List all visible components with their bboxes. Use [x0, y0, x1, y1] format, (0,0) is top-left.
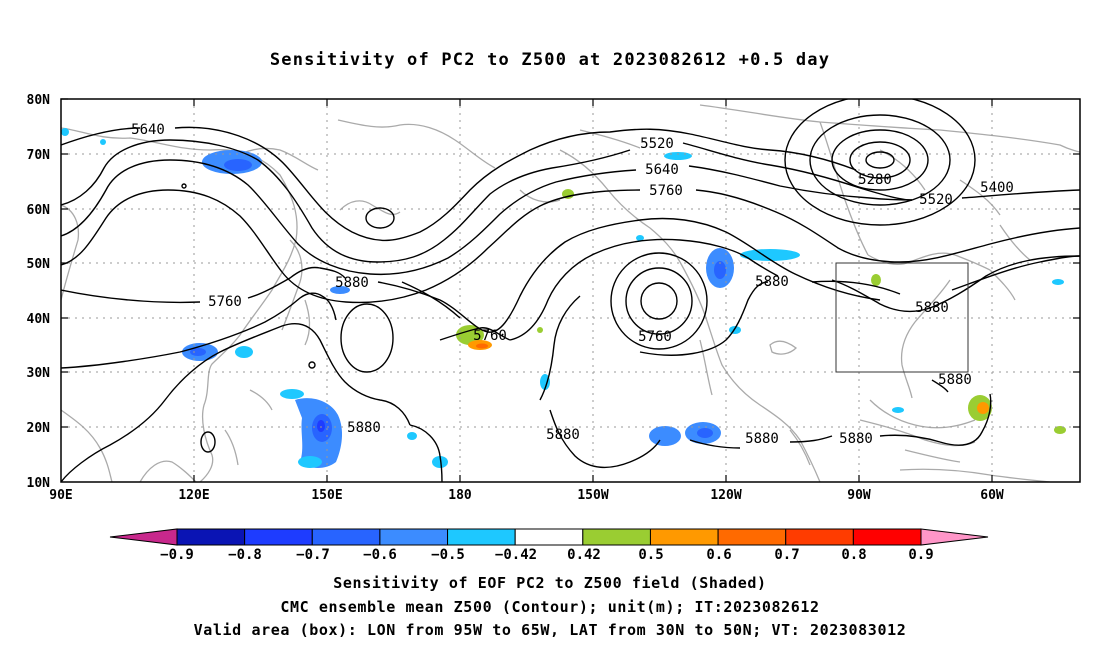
contour-label: 5880: [335, 275, 369, 291]
longitude-labels: 90E 120E 150E 180 150W 120W 90W 60W: [49, 488, 1004, 503]
colorbar-label: 0.42: [567, 547, 601, 563]
valid-area-box: [835, 262, 969, 373]
lat-label: 80N: [27, 93, 51, 108]
contour-label: 5520: [919, 192, 953, 208]
lat-label: 60N: [27, 203, 51, 218]
colorbar-label: 0.5: [638, 547, 663, 563]
lon-label: 120W: [710, 488, 741, 503]
colorbar-low-end: [109, 528, 178, 546]
colorbar-label: 0.6: [706, 547, 731, 563]
lon-label: 120E: [178, 488, 209, 503]
colorbar-box: [311, 528, 381, 546]
lon-label: 90E: [49, 488, 72, 503]
contour-label: 5880: [347, 420, 381, 436]
colorbar-label: −0.9: [160, 547, 194, 563]
contour-label: 5760: [473, 328, 507, 344]
tick-marks: [61, 98, 1080, 482]
map-frame: [60, 98, 1081, 483]
contour-label: 5760: [208, 294, 242, 310]
colorbar-box: [785, 528, 854, 546]
colorbar-label: −0.5: [431, 547, 465, 563]
contour-label: 5880: [755, 274, 789, 290]
contour-label: 5880: [915, 300, 949, 316]
contour-label: 5880: [546, 427, 580, 443]
lat-label: 50N: [27, 257, 51, 272]
colorbar-box: [582, 528, 651, 546]
lat-label: 20N: [27, 421, 51, 436]
colorbar-box: [649, 528, 719, 546]
coastlines: [61, 104, 1080, 482]
lon-label: 180: [448, 488, 472, 503]
lon-label: 150W: [577, 488, 608, 503]
z500-contours: [61, 99, 1080, 482]
caption-line-1: Sensitivity of EOF PC2 to Z500 field (Sh…: [333, 574, 767, 592]
colorbar: [109, 528, 989, 546]
colorbar-box: [447, 528, 516, 546]
contour-label: 5640: [131, 122, 165, 138]
contour-label: 5760: [649, 183, 683, 199]
colorbar-box: [717, 528, 787, 546]
colorbar-high-end: [920, 528, 989, 546]
map-title: Sensitivity of PC2 to Z500 at 2023082612…: [269, 50, 831, 70]
colorbar-label: 0.7: [774, 547, 799, 563]
colorbar-label: 0.8: [841, 547, 866, 563]
contour-label: 5520: [640, 136, 674, 152]
colorbar-box: [852, 528, 922, 546]
colorbar-boxes: [176, 528, 922, 546]
lat-label: 70N: [27, 148, 51, 163]
colorbar-label: −0.7: [296, 547, 330, 563]
contour-label: 5640: [645, 162, 679, 178]
lat-label: 10N: [27, 476, 51, 491]
colorbar-label: 0.9: [908, 547, 933, 563]
colorbar-labels: −0.9 −0.8 −0.7 −0.6 −0.5 −0.42 0.42 0.5 …: [160, 547, 934, 563]
colorbar-label: −0.6: [363, 547, 397, 563]
colorbar-label: −0.42: [495, 547, 537, 563]
colorbar-box: [379, 528, 449, 546]
lat-label: 40N: [27, 312, 51, 327]
contour-label: 5880: [745, 431, 779, 447]
colorbar-box: [244, 528, 313, 546]
contour-label: 5760: [638, 329, 672, 345]
caption-line-2: CMC ensemble mean Z500 (Contour); unit(m…: [280, 598, 820, 616]
contour-label: 5280: [858, 172, 892, 188]
latitude-labels: 80N 70N 60N 50N 40N 30N 20N 10N: [27, 93, 51, 491]
colorbar-box: [176, 528, 246, 546]
colorbar-box: [514, 528, 584, 546]
caption-line-3: Valid area (box): LON from 95W to 65W, L…: [193, 621, 907, 639]
contour-label: 5880: [839, 431, 873, 447]
lon-label: 60W: [980, 488, 1004, 503]
contour-label: 5880: [938, 372, 972, 388]
contour-label: 5400: [980, 180, 1014, 196]
lon-label: 90W: [847, 488, 871, 503]
colorbar-label: −0.8: [228, 547, 262, 563]
lat-label: 30N: [27, 366, 51, 381]
contour-labels: 5640 5520 5640 5760 5280 5400 5520 5880 …: [131, 122, 1014, 447]
lon-label: 150E: [311, 488, 342, 503]
